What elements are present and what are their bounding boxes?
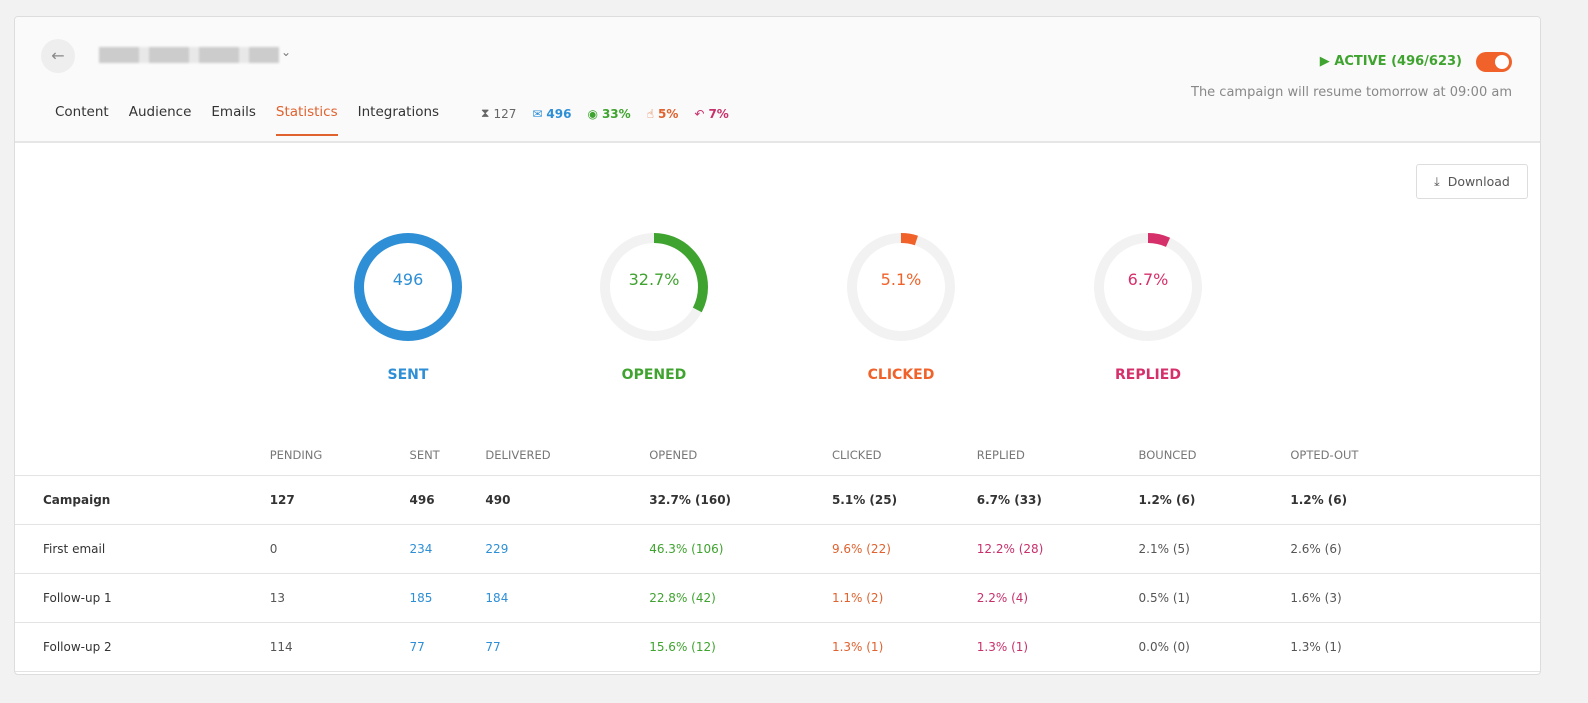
tab-statistics[interactable]: Statistics [275, 104, 338, 136]
table-cell: First email [15, 524, 270, 574]
table-row[interactable]: First email 0 234 229 46.3% (106) 9.6% (22) 12… [15, 524, 1540, 574]
table-cell: Follow-up 2 [15, 622, 270, 672]
column-header: REPLIED [976, 435, 1139, 476]
table-cell: 490 [485, 475, 650, 525]
opened-stat: ◉ 33% [587, 106, 631, 121]
donut-value: 32.7% [628, 270, 680, 289]
campaign-title-blurred[interactable] [99, 47, 279, 63]
tab-content[interactable]: Content [55, 104, 109, 120]
replied-stat: ↶ 7% [694, 106, 729, 121]
column-header: SENT [409, 435, 486, 476]
download-icon: ⤓ [1434, 173, 1440, 189]
donut-value: 496 [392, 270, 424, 289]
table-cell: 6.7% (33) [976, 475, 1139, 525]
eye-icon: ◉ [587, 106, 598, 121]
donut-chart [847, 233, 955, 341]
donut-arc [354, 233, 462, 341]
table-cell: 234 [409, 524, 486, 574]
table-cell: 1.2% (6) [1290, 475, 1540, 525]
reply-icon: ↶ [694, 106, 705, 121]
donut-value: 6.7% [1127, 270, 1169, 289]
chevron-down-icon[interactable]: ⌄ [281, 45, 292, 59]
table-cell: 77 [409, 622, 486, 672]
table-cell: 77 [485, 622, 650, 672]
donut-sent: 496 SENT [348, 227, 468, 383]
table-cell: 1.6% (3) [1290, 573, 1540, 623]
table-cell: 1.3% (1) [1290, 622, 1540, 672]
table-cell: 22.8% (42) [649, 573, 832, 623]
sent-stat: ✉ 496 [532, 106, 572, 121]
mini-stats: ⧗ 127 ✉ 496 ◉ 33% ☝ 5% ↶ 7% [481, 106, 729, 121]
envelope-icon: ✉ [532, 106, 543, 121]
table-cell: 0.5% (1) [1138, 573, 1291, 623]
donut-value: 5.1% [880, 270, 922, 289]
table-cell: 0.0% (0) [1138, 622, 1291, 672]
table-cell: 114 [269, 622, 410, 672]
download-button[interactable]: ⤓ Download [1416, 164, 1528, 199]
tab-audience[interactable]: Audience [128, 104, 192, 120]
active-toggle[interactable] [1476, 52, 1512, 72]
table-cell: 185 [409, 573, 486, 623]
arrow-left-icon: ← [51, 46, 65, 65]
table-cell: 12.2% (28) [976, 524, 1139, 574]
donut-replied: 6.7% REPLIED [1088, 227, 1208, 383]
table-cell: 46.3% (106) [649, 524, 832, 574]
stats-table: PENDING SENT DELIVERED OPENED CLICKED REPLIED… [15, 435, 1540, 672]
table-cell: Campaign [15, 475, 270, 525]
tab-bar: Content Audience Emails Statistics Integ… [55, 104, 439, 136]
donut-chart [354, 233, 462, 341]
donut-arc [847, 233, 955, 341]
table-cell: Follow-up 1 [15, 573, 270, 623]
tab-emails[interactable]: Emails [211, 104, 256, 120]
table-cell: 2.2% (4) [976, 573, 1139, 623]
donut-arc [1094, 233, 1202, 341]
table-cell: 1.3% (1) [976, 622, 1139, 672]
donut-label: REPLIED [1115, 367, 1181, 383]
clicked-stat: ☝ 5% [646, 106, 679, 121]
pending-stat: ⧗ 127 [481, 106, 517, 121]
donut-chart [600, 233, 708, 341]
table-row[interactable]: Follow-up 1 13 185 184 22.8% (42) 1.1% (2) 2.2… [15, 573, 1540, 623]
table-cell: 229 [485, 524, 650, 574]
table-cell: 1.1% (2) [831, 573, 977, 623]
campaign-header: ← ⌄ Content Audience Emails Statistics I… [15, 17, 1540, 143]
play-circle-icon: ▶︎ [1319, 54, 1330, 69]
table-cell: 32.7% (160) [649, 475, 832, 525]
column-header: PENDING [269, 435, 410, 476]
table-row[interactable]: Follow-up 2 114 77 77 15.6% (12) 1.3% (1) 1.3%… [15, 622, 1540, 672]
table-cell: 9.6% (22) [831, 524, 977, 574]
donut-clicked: 5.1% CLICKED [841, 227, 961, 383]
donut-arc [600, 233, 708, 341]
column-header: OPTED-OUT [1290, 435, 1540, 476]
table-cell: 2.6% (6) [1290, 524, 1540, 574]
pointer-hand-icon: ☝ [646, 106, 654, 121]
table-cell: 0 [269, 524, 410, 574]
column-header: OPENED [649, 435, 832, 476]
campaign-card: ← ⌄ Content Audience Emails Statistics I… [14, 16, 1541, 675]
column-header [15, 435, 270, 476]
column-header: BOUNCED [1138, 435, 1291, 476]
hourglass-icon: ⧗ [481, 106, 490, 120]
table-cell: 5.1% (25) [831, 475, 977, 525]
donut-label: SENT [387, 367, 429, 383]
table-cell: 496 [409, 475, 486, 525]
status-badge: ▶︎ ACTIVE (496/623) [1319, 54, 1462, 69]
column-header: DELIVERED [485, 435, 650, 476]
table-cell: 15.6% (12) [649, 622, 832, 672]
tab-integrations[interactable]: Integrations [357, 104, 440, 120]
table-cell: 184 [485, 573, 650, 623]
table-cell: 127 [269, 475, 410, 525]
donut-opened: 32.7% OPENED [594, 227, 714, 383]
table-cell: 13 [269, 573, 410, 623]
table-cell: 1.3% (1) [831, 622, 977, 672]
back-button[interactable]: ← [41, 39, 75, 73]
table-cell: 2.1% (5) [1138, 524, 1291, 574]
column-header: CLICKED [831, 435, 977, 476]
donut-label: OPENED [621, 367, 687, 383]
resume-text: The campaign will resume tomorrow at 09:… [1191, 85, 1512, 100]
donut-label: CLICKED [867, 367, 935, 383]
table-cell: 1.2% (6) [1138, 475, 1291, 525]
donut-chart [1094, 233, 1202, 341]
table-row[interactable]: Campaign 127 496 490 32.7% (160) 5.1% (25) 6.7… [15, 475, 1540, 525]
